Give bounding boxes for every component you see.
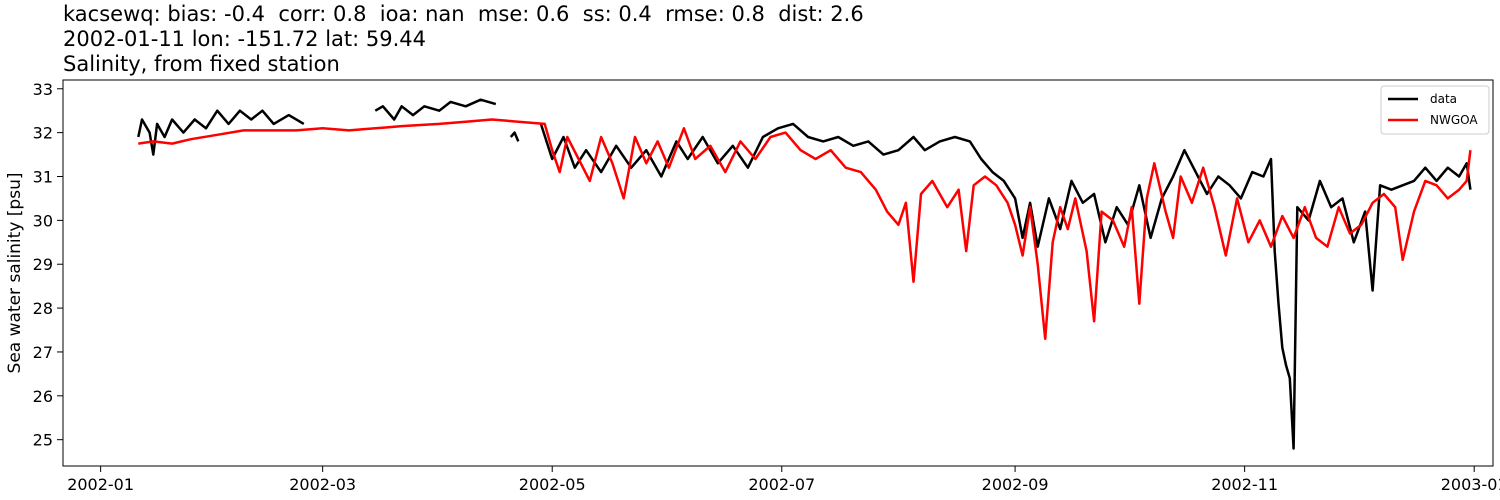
y-tick-label: 30 xyxy=(33,211,53,230)
plot-frame xyxy=(62,79,1494,467)
x-tick-label: 2002-01 xyxy=(67,475,134,494)
series-layer xyxy=(137,98,1472,450)
y-axis: 25 26 27 28 29 30 31 32 33 xyxy=(33,80,63,450)
legend-label-nwgoa: NWGOA xyxy=(1430,113,1478,127)
x-tick-label: 2002-11 xyxy=(1211,475,1278,494)
series-line-nwgoa xyxy=(138,118,1472,341)
y-tick-label: 25 xyxy=(33,431,53,450)
title-line-variable: Salinity, from fixed station xyxy=(63,52,340,76)
chart-title: kacsewq: bias: -0.4 corr: 0.8 ioa: nan m… xyxy=(63,2,864,77)
y-tick-label: 33 xyxy=(33,80,53,99)
x-tick-label: 2002-03 xyxy=(289,475,356,494)
legend: data NWGOA xyxy=(1380,85,1490,135)
x-tick-label: 2002-09 xyxy=(982,475,1049,494)
x-axis: 2002-01 2002-03 2002-05 2002-07 2002-09 2002-… xyxy=(67,466,1500,494)
y-tick-label: 29 xyxy=(33,255,53,274)
y-axis-label: Sea water salinity [psu] xyxy=(5,173,25,374)
y-tick-label: 27 xyxy=(33,343,53,362)
x-tick-label: 2003-01 xyxy=(1441,475,1500,494)
y-tick-label: 32 xyxy=(33,124,53,143)
title-line-metrics: kacsewq: bias: -0.4 corr: 0.8 ioa: nan m… xyxy=(63,2,864,26)
x-tick-label: 2002-07 xyxy=(748,475,815,494)
series-line-data xyxy=(137,98,1472,450)
y-tick-label: 31 xyxy=(33,168,53,187)
legend-label-data: data xyxy=(1430,92,1457,106)
x-tick-label: 2002-05 xyxy=(519,475,586,494)
title-line-location: 2002-01-11 lon: -151.72 lat: 59.44 xyxy=(63,27,426,51)
y-tick-label: 28 xyxy=(33,299,53,318)
y-tick-label: 26 xyxy=(33,387,53,406)
